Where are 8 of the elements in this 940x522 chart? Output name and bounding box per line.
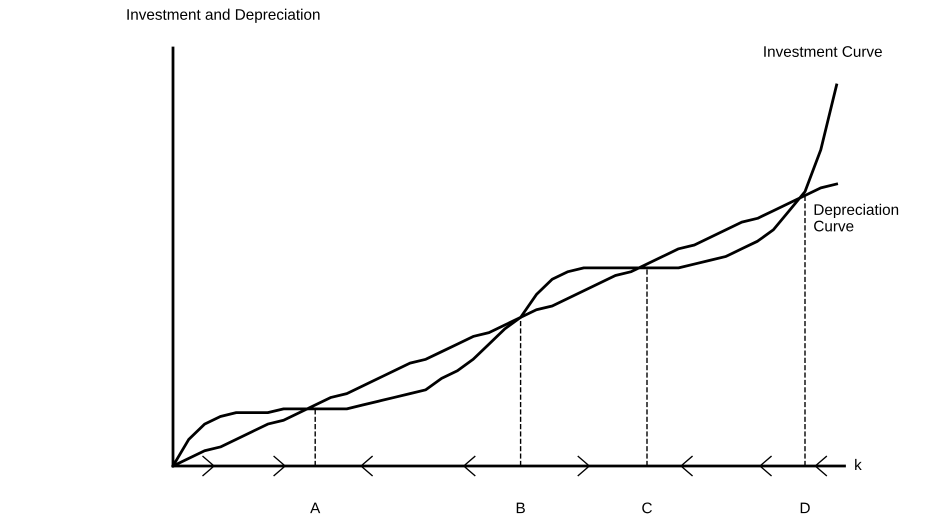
x-tick-label: D [800, 502, 810, 514]
x-tick-label: C [642, 502, 652, 514]
y-axis-title: Investment and Depreciation [127, 8, 320, 23]
series-label: Depreciation Curve [814, 204, 898, 232]
text: Investment Curve [764, 46, 882, 57]
x-tick-label: B [516, 502, 525, 514]
x-tick-label: A [310, 502, 320, 514]
x-axis-title: k [855, 458, 862, 470]
